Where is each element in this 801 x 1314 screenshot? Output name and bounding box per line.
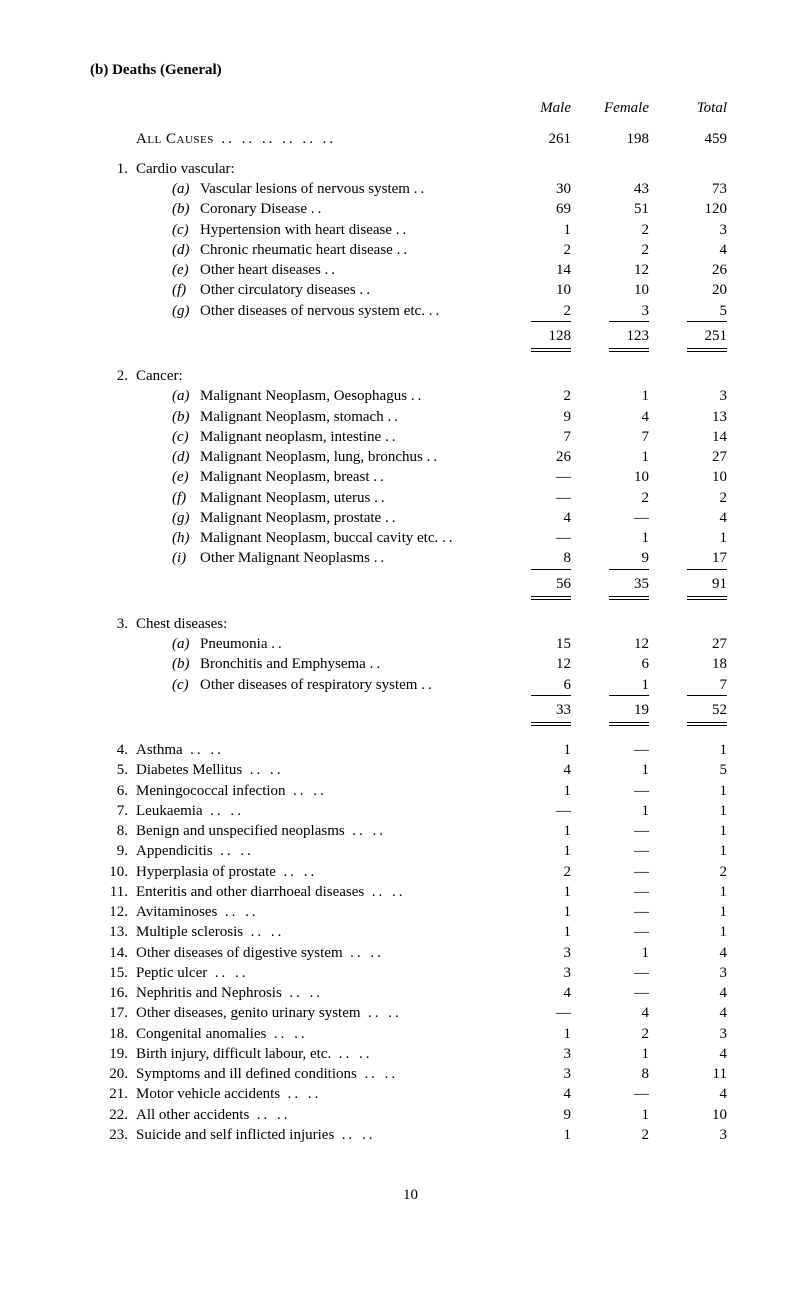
table-row: (b)Bronchitis and Emphysema ..12618 (90, 654, 731, 674)
group-title-row: 3.Chest diseases: (90, 614, 731, 634)
table-row: 4.Asthma .. ..1—1 (90, 740, 731, 760)
spacer-row (90, 600, 731, 614)
table-row: (a)Malignant Neoplasm, Oesophagus ..213 (90, 386, 731, 406)
table-row: 22.All other accidents .. ..9110 (90, 1105, 731, 1125)
table-row: 12.Avitaminoses .. ..1—1 (90, 902, 731, 922)
table-row: (f)Other circulatory diseases ..101020 (90, 280, 731, 300)
table-row: (i)Other Malignant Neoplasms ..8917 (90, 548, 731, 568)
table-row: (e)Malignant Neoplasm, breast ..—1010 (90, 467, 731, 487)
all-causes-female: 198 (575, 119, 653, 159)
deaths-table: Male Female Total All Causes .. .. .. ..… (90, 98, 731, 1145)
spacer-row (90, 352, 731, 366)
table-row: (g)Other diseases of nervous system etc.… (90, 301, 731, 321)
table-row: 17.Other diseases, genito urinary system… (90, 1003, 731, 1023)
table-row: (a)Pneumonia ..151227 (90, 634, 731, 654)
table-row: (d)Malignant Neoplasm, lung, bronchus ..… (90, 447, 731, 467)
table-row: (e)Other heart diseases ..141226 (90, 260, 731, 280)
table-row: 13.Multiple sclerosis .. ..1—1 (90, 922, 731, 942)
table-row: (c)Malignant neoplasm, intestine ..7714 (90, 427, 731, 447)
table-row: 20.Symptoms and ill defined conditions .… (90, 1064, 731, 1084)
table-row: (c)Hypertension with heart disease ..123 (90, 220, 731, 240)
table-row: 23.Suicide and self inflicted injuries .… (90, 1125, 731, 1145)
table-row: 19.Birth injury, difficult labour, etc. … (90, 1044, 731, 1064)
table-row: (h)Malignant Neoplasm, buccal cavity etc… (90, 528, 731, 548)
all-causes-row: All Causes .. .. .. .. .. .. 261 198 459 (90, 119, 731, 159)
group-title-row: 1.Cardio vascular: (90, 159, 731, 179)
table-row: (d)Chronic rheumatic heart disease ..224 (90, 240, 731, 260)
all-causes-label: All Causes (136, 131, 214, 147)
table-row: 16.Nephritis and Nephrosis .. ..4—4 (90, 983, 731, 1003)
table-row: 21.Motor vehicle accidents .. ..4—4 (90, 1084, 731, 1104)
table-row: (a)Vascular lesions of nervous system ..… (90, 179, 731, 199)
table-row: 7.Leukaemia .. ..—11 (90, 801, 731, 821)
table-row: 8.Benign and unspecified neoplasms .. ..… (90, 821, 731, 841)
all-causes-total: 459 (653, 119, 731, 159)
all-causes-male: 261 (497, 119, 575, 159)
table-row: 14.Other diseases of digestive system ..… (90, 943, 731, 963)
header-female: Female (575, 98, 653, 118)
table-row: 6.Meningococcal infection .. ..1—1 (90, 781, 731, 801)
table-row: 5.Diabetes Mellitus .. ..415 (90, 760, 731, 780)
table-row: 11.Enteritis and other diarrhoeal diseas… (90, 882, 731, 902)
group-title-row: 2.Cancer: (90, 366, 731, 386)
table-row: (f)Malignant Neoplasm, uterus ..—22 (90, 488, 731, 508)
spacer-row (90, 726, 731, 740)
subtotal-row: 563591 (90, 570, 731, 594)
table-row: 9.Appendicitis .. ..1—1 (90, 841, 731, 861)
table-row: 10.Hyperplasia of prostate .. ..2—2 (90, 862, 731, 882)
section-title: (b) Deaths (General) (90, 60, 731, 80)
page: (b) Deaths (General) Male Female Total A… (0, 0, 801, 1245)
table-row: (b)Coronary Disease ..6951120 (90, 199, 731, 219)
header-male: Male (497, 98, 575, 118)
subtotal-row: 331952 (90, 696, 731, 720)
table-row: 15.Peptic ulcer .. ..3—3 (90, 963, 731, 983)
page-number: 10 (90, 1185, 731, 1205)
table-row: (g)Malignant Neoplasm, prostate ..4—4 (90, 508, 731, 528)
header-row: Male Female Total (90, 98, 731, 118)
table-row: (c)Other diseases of respiratory system … (90, 675, 731, 695)
table-row: 18.Congenital anomalies .. ..123 (90, 1024, 731, 1044)
header-total: Total (653, 98, 731, 118)
table-row: (b)Malignant Neoplasm, stomach ..9413 (90, 407, 731, 427)
subtotal-row: 128123251 (90, 322, 731, 346)
